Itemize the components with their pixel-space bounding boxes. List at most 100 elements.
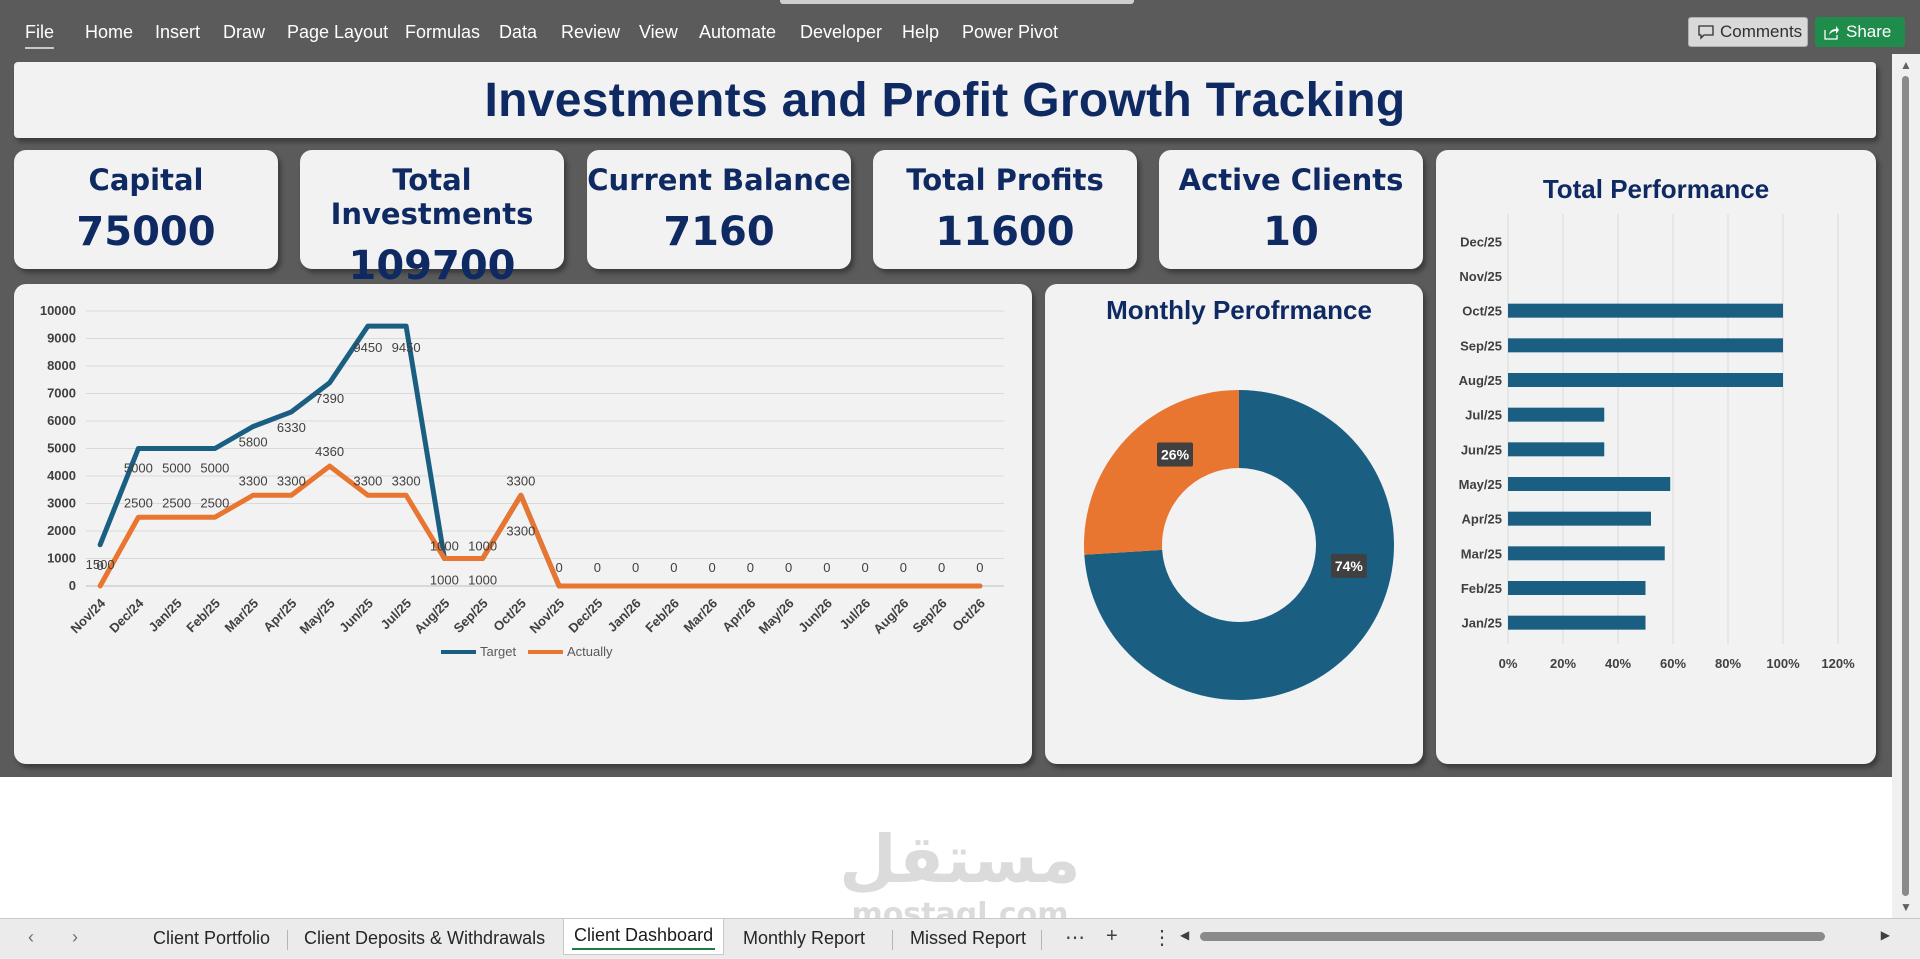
ribbon-tab-insert[interactable]: Insert [155, 22, 201, 42]
x-tick-label: Oct/25 [490, 596, 529, 635]
horizontal-scroll-thumb[interactable] [1200, 932, 1825, 941]
share-button[interactable]: Share [1815, 17, 1905, 47]
sheet-tab-label: Client Dashboard [574, 925, 714, 945]
total-performance-bar-chart[interactable]: Total Performance 0% 20% 40% 60% 80% 100% 120% J… [1436, 150, 1876, 764]
x-tick-label: Jul/26 [837, 596, 874, 633]
kpi-card-current-balance[interactable]: Current Balance 7160 [587, 150, 851, 269]
x-tick-label: Jun/25 [336, 596, 376, 636]
x-tick-label: Sep/26 [909, 596, 949, 636]
y-tick-label: 3000 [47, 496, 76, 511]
x-tick-label: Mar/26 [681, 596, 721, 636]
ribbon-tab-automate[interactable]: Automate [699, 22, 777, 42]
sheet-tab-client-portfolio[interactable]: Client Portfolio [153, 928, 271, 948]
data-label: 0 [97, 558, 104, 573]
kpi-card-capital[interactable]: Capital 75000 [14, 150, 278, 269]
x-tick-label: Oct/26 [949, 596, 988, 635]
scroll-right-icon[interactable]: ▶ [1880, 928, 1890, 942]
y-tick-label: 5000 [47, 441, 76, 456]
comments-button[interactable]: Comments [1688, 17, 1808, 47]
kpi-label: Active Clients [1178, 163, 1404, 197]
kpi-value: 109700 [348, 243, 516, 289]
scroll-down-icon[interactable]: ▼ [1900, 900, 1912, 914]
ribbon-tab-developer[interactable]: Developer [800, 22, 883, 42]
bar-chart-card[interactable]: Total Performance 0% 20% 40% 60% 80% 100% 120% J… [1436, 150, 1876, 764]
data-label: 0 [670, 560, 677, 575]
y-tick-label: Jul/25 [1465, 408, 1502, 423]
data-label: 0 [594, 560, 601, 575]
data-label: 0 [823, 560, 830, 575]
line-chart-card[interactable]: 0 1000 2000 3000 4000 5000 6000 7000 8000 9000 100… [14, 284, 1032, 764]
kpi-card-active-clients[interactable]: Active Clients 10 [1159, 150, 1423, 269]
x-tick-label: Feb/26 [642, 596, 682, 636]
y-tick-label: Oct/25 [1462, 304, 1502, 319]
data-label: 9450 [392, 340, 421, 355]
ribbon-tab-data[interactable]: Data [499, 22, 538, 42]
title-bar-grip[interactable] [780, 0, 1134, 4]
kpi-card-total-profits[interactable]: Total Profits 11600 [873, 150, 1137, 269]
data-label: 3300 [239, 473, 268, 488]
data-label: 0 [938, 560, 945, 575]
chevron-right-icon[interactable]: › [72, 927, 78, 947]
data-label: 3300 [392, 473, 421, 488]
more-sheets-icon[interactable]: ⋯ [1065, 927, 1085, 949]
x-tick-label: Nov/24 [67, 595, 108, 636]
legend-label-actually: Actually [567, 644, 613, 659]
data-label-box [1157, 442, 1194, 467]
data-label: 5000 [124, 461, 153, 476]
data-label: 9450 [353, 340, 382, 355]
ribbon-tab-draw[interactable]: Draw [223, 22, 266, 42]
ribbon-tab-view[interactable]: View [639, 22, 678, 42]
y-tick-label: 9000 [47, 331, 76, 346]
scroll-left-icon[interactable]: ◀ [1180, 928, 1190, 942]
bar [1508, 407, 1605, 422]
kpi-label: Capital [88, 163, 204, 197]
data-label: 5000 [162, 461, 191, 476]
sheet-tab-missed-report[interactable]: Missed Report [910, 928, 1027, 948]
tab-divider [1041, 930, 1042, 950]
y-tick-label: Jan/25 [1462, 616, 1502, 631]
x-tick-label: Jul/25 [378, 596, 415, 633]
legend-label-target: Target [480, 644, 517, 659]
kpi-card-total-investments[interactable]: Total Investments 109700 [300, 150, 564, 289]
data-label: 5800 [239, 435, 268, 450]
title-card[interactable]: Investments and Profit Growth Tracking [14, 62, 1876, 138]
x-tick-label: Jun/26 [795, 596, 835, 636]
add-sheet-icon[interactable]: + [1106, 925, 1118, 947]
dashboard-title: Investments and Profit Growth Tracking [484, 73, 1406, 127]
x-tick-label: Aug/26 [870, 596, 911, 637]
bar [1508, 373, 1783, 387]
x-tick-label: Dec/25 [565, 596, 605, 636]
data-label: 1000 [430, 539, 459, 554]
horizontal-scrollbar[interactable]: ◀ ▶ [1180, 928, 1890, 946]
kpi-value: 11600 [935, 209, 1075, 255]
x-tick-label: May/25 [296, 596, 337, 637]
y-tick-label: 10000 [40, 303, 76, 318]
vertical-scroll-thumb[interactable] [1902, 76, 1909, 896]
ribbon-tab-help[interactable]: Help [902, 22, 940, 42]
chevron-left-icon[interactable]: ‹ [28, 927, 34, 947]
ribbon-tab-power-pivot[interactable]: Power Pivot [962, 22, 1059, 42]
x-tick-label: 100% [1766, 656, 1800, 671]
donut-data-label: 74% [1330, 553, 1367, 578]
monthly-performance-donut-chart[interactable]: Monthly Perofrmance 74% 26% [1045, 284, 1423, 764]
sheet-tab-client-deposits-withdrawals[interactable]: Client Deposits & Withdrawals [304, 928, 546, 948]
y-tick-label: Nov/25 [1459, 269, 1502, 284]
donut-chart-title: Monthly Perofrmance [1106, 295, 1372, 325]
more-options-icon[interactable]: ⋮ [1152, 927, 1172, 949]
data-label: 2500 [124, 495, 153, 510]
data-label: 3300 [277, 473, 306, 488]
data-label-box [1330, 553, 1367, 578]
ribbon-tab-formulas[interactable]: Formulas [405, 22, 481, 42]
sheet-tab-monthly-report[interactable]: Monthly Report [743, 928, 866, 948]
scroll-up-icon[interactable]: ▲ [1900, 58, 1912, 72]
ribbon-tab-file[interactable]: File [25, 22, 55, 49]
target-vs-actual-line-chart[interactable]: 0 1000 2000 3000 4000 5000 6000 7000 8000 9000 100… [14, 284, 1032, 764]
ribbon-tab-review[interactable]: Review [561, 22, 621, 42]
ribbon-tab-home[interactable]: Home [85, 22, 134, 42]
vertical-scrollbar[interactable]: ▲ ▼ [1892, 54, 1920, 918]
x-tick-label: Jan/26 [605, 596, 644, 635]
ribbon-tab-page-layout[interactable]: Page Layout [287, 22, 389, 42]
sheet-tab-client-dashboard[interactable]: Client Dashboard [563, 919, 725, 955]
donut-chart-card[interactable]: Monthly Perofrmance 74% 26% [1045, 284, 1423, 764]
kpi-value: 75000 [76, 209, 216, 255]
